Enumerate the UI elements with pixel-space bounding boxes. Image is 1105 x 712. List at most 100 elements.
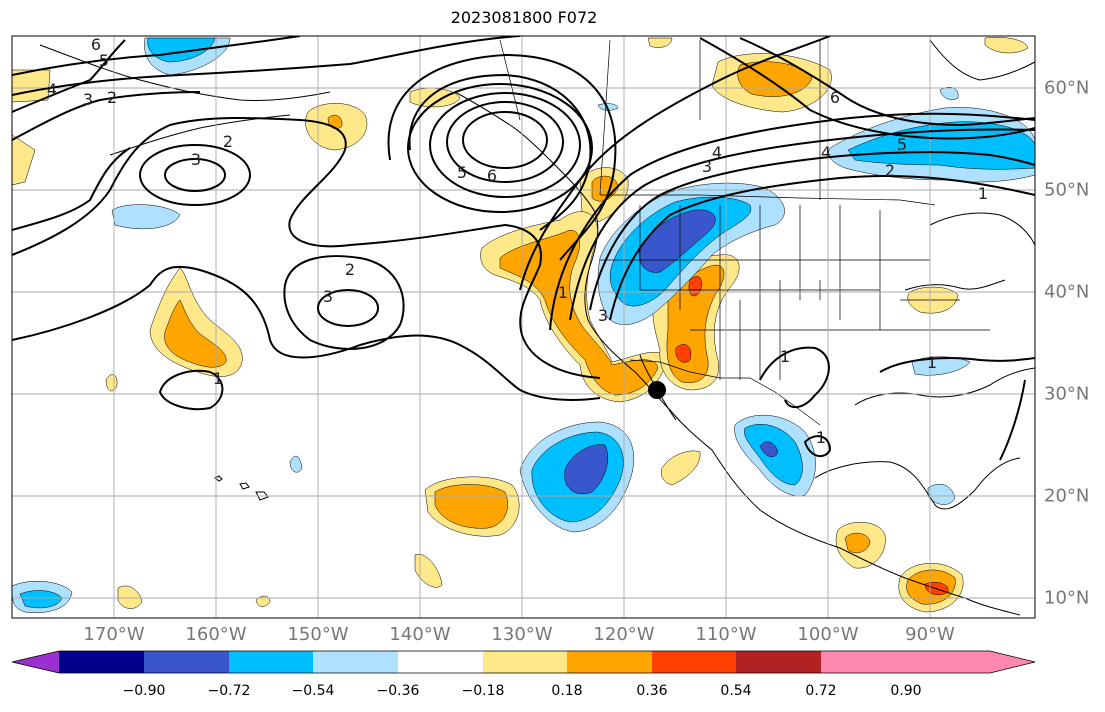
contour-line <box>387 53 617 261</box>
contour-line <box>519 36 831 291</box>
colorbar-segment <box>59 651 144 673</box>
coastline <box>214 475 269 501</box>
positive-anomaly-region <box>675 344 692 363</box>
lat-label: 50°N <box>1044 179 1090 201</box>
lon-label: 120°W <box>593 624 655 645</box>
country-border <box>499 39 821 200</box>
negative-anomaly-region <box>147 37 216 63</box>
colorbar-tick-label: −0.36 <box>376 683 420 699</box>
contour-label: 5 <box>99 51 109 70</box>
lat-label: 10°N <box>1044 587 1090 609</box>
contour-label: 6 <box>487 166 497 185</box>
positive-anomaly-region <box>164 299 227 368</box>
contour-line <box>879 357 1035 373</box>
negative-anomaly-region <box>111 204 181 230</box>
coastline <box>814 457 1021 510</box>
contour-line <box>549 112 1035 331</box>
positive-anomaly-region <box>434 484 508 529</box>
contour-label: 2 <box>223 132 233 151</box>
contour-line <box>139 144 251 206</box>
lon-label: 170°W <box>83 624 145 645</box>
contour-label: 5 <box>457 163 467 182</box>
contour-label: 3 <box>702 157 712 176</box>
positive-anomaly-region <box>984 37 1029 54</box>
positive-anomaly-region <box>499 230 659 396</box>
lon-label: 160°W <box>185 624 247 645</box>
colorbar-segment <box>736 651 821 673</box>
contour-line <box>317 289 379 327</box>
colorbar-segment <box>567 651 652 673</box>
contour-label: 1 <box>816 428 826 447</box>
contour-line <box>589 151 1035 311</box>
colorbar-tick-label: 0.72 <box>805 683 837 699</box>
contour-line <box>462 111 548 169</box>
positive-anomaly-region <box>12 134 36 186</box>
lat-label: 20°N <box>1044 485 1090 507</box>
colorbar-tick-label: 0.36 <box>636 683 668 699</box>
lon-label: 130°W <box>491 624 553 645</box>
contour-line <box>12 265 601 401</box>
contour-line <box>12 116 601 379</box>
contour-label: 4 <box>47 80 57 99</box>
contour-label: 6 <box>91 35 101 54</box>
contour-label: 3 <box>191 150 201 169</box>
lat-label: 30°N <box>1044 383 1090 405</box>
contour-label: 1 <box>213 369 223 388</box>
contour-label: 3 <box>323 287 333 306</box>
contour-line <box>158 369 224 411</box>
negative-anomaly-region <box>638 209 716 273</box>
colorbar-tick-label: 0.54 <box>720 683 752 699</box>
contour-label: 6 <box>830 88 840 107</box>
contour-line <box>739 37 1035 127</box>
lon-label: 90°W <box>905 624 955 645</box>
contour-line <box>569 128 1035 321</box>
coastline <box>39 44 331 102</box>
contour-line <box>12 91 201 141</box>
contour-line <box>408 73 592 231</box>
contour-line <box>429 92 581 198</box>
contour-label: 1 <box>780 347 790 366</box>
negative-anomaly-region <box>564 444 608 494</box>
colorbar-segment <box>144 651 229 673</box>
positive-anomaly-region <box>105 374 118 392</box>
negative-anomaly-region <box>289 455 303 473</box>
contour-line <box>12 36 521 96</box>
contour-line <box>803 435 832 458</box>
lon-label: 140°W <box>389 624 451 645</box>
negative-anomaly-region <box>939 87 959 100</box>
coastline <box>639 354 677 421</box>
colorbar-segment <box>398 651 483 673</box>
positive-anomaly-region <box>661 450 701 486</box>
positive-anomaly-region <box>255 595 271 607</box>
contour-label: 1 <box>558 283 568 302</box>
lat-label: 40°N <box>1044 281 1090 303</box>
colorbar-tick-label: 0.90 <box>890 683 922 699</box>
negative-anomaly-region <box>911 356 971 376</box>
map-frame <box>11 35 1036 619</box>
colorbar-segment <box>313 651 398 673</box>
contour-label: 5 <box>897 135 907 154</box>
negative-anomaly-region <box>759 441 779 458</box>
contour-line <box>12 39 126 113</box>
contour-label: 2 <box>107 88 117 107</box>
contour-label: 4 <box>712 143 722 162</box>
colorbar-tick-label: −0.90 <box>122 683 166 699</box>
contour-line <box>164 158 226 192</box>
colorbar-tick-label: −0.72 <box>207 683 251 699</box>
colorbar <box>11 650 1036 674</box>
map-title: 2023081800 F072 <box>450 8 598 27</box>
contour-line <box>12 36 301 76</box>
contour-label: 3 <box>598 306 608 325</box>
coastline <box>904 279 1006 291</box>
contour-line <box>446 101 564 183</box>
contour-line <box>759 346 830 409</box>
contour-line <box>283 255 405 350</box>
contour-label: 4 <box>821 143 831 162</box>
colorbar-outline <box>11 650 1036 674</box>
colorbar-segment <box>483 651 567 673</box>
colorbar-tick-label: −0.18 <box>461 683 505 699</box>
contour-label: 2 <box>885 161 895 180</box>
positive-anomaly-region <box>647 37 673 48</box>
country-border <box>600 194 936 206</box>
contour-label: 2 <box>345 260 355 279</box>
